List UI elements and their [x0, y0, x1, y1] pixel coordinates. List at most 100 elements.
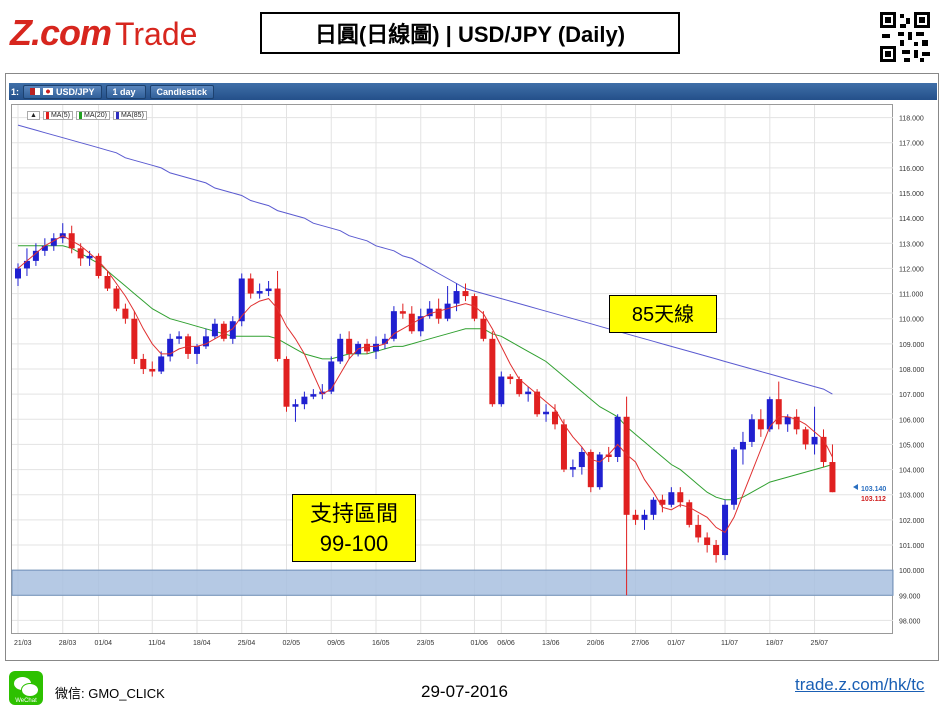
ma5-swatch — [45, 112, 49, 119]
period-selector[interactable]: 1 day — [105, 84, 146, 99]
candle-body — [659, 499, 666, 505]
last-price-bid: 103.140 — [861, 486, 886, 493]
x-tick-label: 20/06 — [587, 640, 605, 647]
candle-body — [793, 416, 800, 430]
x-tick-label: 18/04 — [193, 640, 211, 647]
zcom-trade-logo: Z.com Trade — [10, 12, 198, 53]
legend-item-ma20[interactable]: MA(20) — [76, 111, 110, 120]
candle-body — [578, 451, 585, 468]
chart-index: 1: — [11, 86, 20, 97]
x-tick-label: 09/05 — [327, 640, 345, 647]
y-tick-label: 107.000 — [899, 392, 924, 399]
symbol-selector[interactable]: USD/JPY — [23, 84, 102, 99]
candle-body — [444, 303, 451, 319]
legend-item-ma5[interactable]: MA(5) — [42, 111, 73, 120]
x-tick-label: 06/06 — [497, 640, 515, 647]
x-tick-label: 02/05 — [283, 640, 301, 647]
candle-body — [194, 346, 200, 354]
candle-body — [623, 416, 630, 515]
candle-body — [283, 358, 290, 407]
candle-body — [417, 316, 424, 332]
logo-bold-text: Z.com — [10, 12, 112, 53]
ma20-line — [18, 245, 833, 501]
candle-body — [614, 416, 621, 457]
candle-body — [265, 288, 272, 292]
x-tick-label: 25/07 — [811, 640, 829, 647]
jp-flag-icon — [43, 88, 54, 95]
candle-body — [552, 411, 558, 425]
candle-body — [381, 338, 388, 344]
y-tick-label: 113.000 — [899, 241, 924, 248]
candle-body — [587, 451, 594, 488]
y-tick-label: 98.000 — [899, 618, 921, 625]
candle-body — [95, 255, 102, 276]
wechat-icon[interactable]: WeChat — [9, 671, 43, 705]
y-tick-label: 108.000 — [899, 367, 924, 374]
ma85-swatch — [115, 112, 119, 119]
y-tick-label: 105.000 — [899, 442, 924, 449]
y-tick-label: 102.000 — [899, 518, 924, 525]
candle-body — [695, 524, 702, 538]
us-flag-icon — [30, 88, 41, 95]
qr-code-icon — [878, 10, 932, 64]
chart-type-selector[interactable]: Candlestick — [149, 84, 215, 99]
y-tick-label: 103.000 — [899, 493, 924, 500]
y-tick-label: 115.000 — [899, 191, 924, 198]
ma85-line — [17, 124, 833, 395]
y-tick-label: 111.000 — [899, 292, 923, 299]
x-tick-label: 18/07 — [766, 640, 784, 647]
candle-body — [202, 336, 209, 347]
legend-label-ma85: MA(85) — [120, 112, 144, 119]
candle-body — [23, 260, 30, 269]
candle-body — [766, 399, 773, 430]
candle-body — [256, 291, 263, 294]
ma5-line — [17, 235, 833, 534]
candle-body — [453, 291, 460, 304]
candle-body — [176, 336, 183, 339]
candle-body — [668, 492, 675, 505]
candle-body — [632, 514, 639, 520]
support-annotation: 支持區間 99-100 — [292, 494, 416, 562]
candle-body — [167, 338, 174, 357]
wechat-id: 微信: GMO_CLICK — [55, 686, 165, 701]
ma85-annotation: 85天線 — [609, 295, 717, 333]
y-tick-label: 109.000 — [899, 342, 924, 349]
candle-body — [337, 338, 344, 362]
candle-body — [247, 278, 254, 294]
candle-body — [650, 499, 657, 515]
x-tick-label: 23/05 — [417, 640, 435, 647]
symbol-label: USD/JPY — [56, 86, 95, 97]
candle-body — [722, 504, 729, 556]
candle-body — [346, 338, 353, 354]
wechat-icon-text: WeChat — [15, 698, 37, 704]
candle-body — [525, 391, 532, 395]
candle-body — [641, 514, 648, 520]
page-title: 日圓(日線圖) | USD/JPY (Daily) — [260, 12, 680, 54]
candle-body — [748, 419, 755, 442]
candle-body — [802, 429, 809, 445]
y-tick-label: 112.000 — [899, 266, 924, 273]
website-link[interactable]: trade.z.com/hk/tc — [795, 675, 925, 694]
x-tick-label: 25/04 — [238, 640, 256, 647]
candle-body — [390, 311, 397, 339]
candle-body — [292, 404, 299, 407]
y-tick-label: 106.000 — [899, 417, 924, 424]
candle-body — [534, 391, 541, 415]
legend-label-ma20: MA(20) — [84, 112, 107, 119]
chart-frame — [5, 73, 939, 661]
candle-body — [77, 248, 84, 259]
candle-body — [775, 399, 782, 425]
legend-toggle[interactable]: ▲ — [27, 111, 40, 120]
candle-body — [498, 376, 505, 405]
candle-body — [435, 308, 442, 319]
support-zone — [11, 569, 894, 596]
legend-item-ma85[interactable]: MA(85) — [112, 111, 147, 120]
candle-body — [122, 308, 129, 319]
candle-body — [310, 394, 317, 397]
candle-body — [399, 311, 406, 314]
x-tick-label: 11/04 — [148, 640, 165, 647]
candle-body — [569, 467, 576, 470]
y-tick-label: 99.000 — [899, 593, 921, 600]
candle-body — [220, 323, 227, 339]
logo-light-text: Trade — [115, 16, 198, 52]
